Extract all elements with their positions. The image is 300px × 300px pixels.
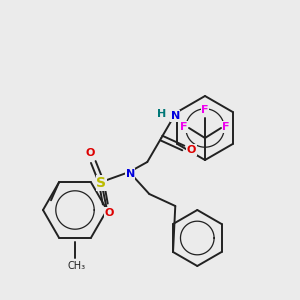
- Text: O: O: [187, 145, 196, 155]
- Text: H: H: [157, 109, 166, 119]
- Text: O: O: [105, 208, 114, 218]
- Text: F: F: [201, 105, 209, 115]
- Text: F: F: [180, 122, 188, 132]
- Text: CH₃: CH₃: [68, 261, 86, 271]
- Text: F: F: [222, 122, 230, 132]
- Text: N: N: [126, 169, 135, 179]
- Text: S: S: [96, 176, 106, 190]
- Text: O: O: [85, 148, 95, 158]
- Text: N: N: [171, 111, 180, 121]
